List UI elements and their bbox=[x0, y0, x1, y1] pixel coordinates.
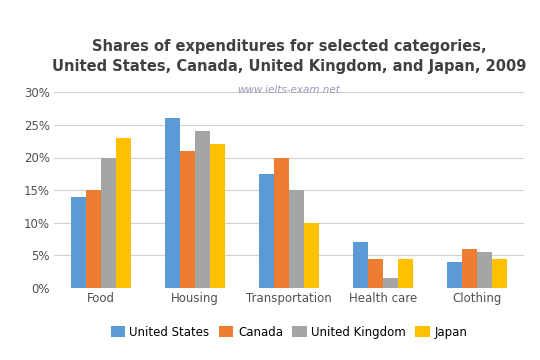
Bar bbox=[86, 190, 101, 288]
Title: Shares of expenditures for selected categories,
United States, Canada, United Ki: Shares of expenditures for selected cate… bbox=[52, 39, 526, 74]
Bar bbox=[368, 258, 383, 288]
Bar bbox=[259, 174, 274, 288]
Bar bbox=[71, 197, 86, 288]
Bar bbox=[195, 131, 210, 288]
Bar bbox=[492, 258, 507, 288]
Bar bbox=[447, 262, 462, 288]
Bar bbox=[165, 118, 180, 288]
Bar bbox=[398, 258, 413, 288]
Bar bbox=[180, 151, 195, 288]
Bar bbox=[116, 138, 131, 288]
Bar bbox=[289, 190, 304, 288]
Bar bbox=[477, 252, 492, 288]
Bar bbox=[304, 223, 319, 288]
Bar bbox=[353, 242, 368, 288]
Bar bbox=[383, 278, 398, 288]
Bar bbox=[274, 158, 289, 288]
Bar bbox=[462, 249, 477, 288]
Legend: United States, Canada, United Kingdom, Japan: United States, Canada, United Kingdom, J… bbox=[106, 321, 472, 343]
Bar bbox=[210, 144, 225, 288]
Bar bbox=[101, 158, 116, 288]
Text: www.ielts-exam.net: www.ielts-exam.net bbox=[238, 85, 340, 95]
